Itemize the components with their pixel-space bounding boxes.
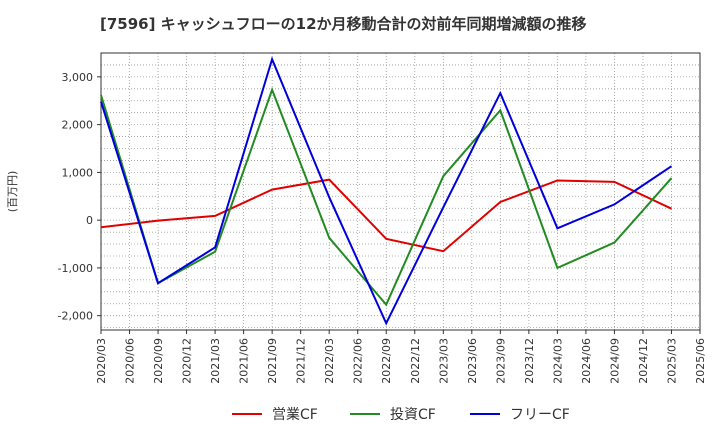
legend-label: 投資CF [390, 407, 436, 423]
y-tick-label: -2,000 [58, 310, 93, 323]
y-tick-label: 1,000 [62, 166, 94, 179]
x-tick-label: 2024/06 [580, 338, 593, 384]
x-tick-label: 2025/06 [694, 338, 707, 384]
x-tick-label: 2023/09 [494, 338, 507, 384]
plot-area-frame [100, 52, 701, 331]
x-tick-label: 2024/03 [551, 338, 564, 384]
x-tick-label: 2020/12 [181, 338, 194, 384]
x-tick-label: 2024/09 [608, 338, 621, 384]
x-tick-label: 2023/12 [523, 338, 536, 384]
y-tick-label: 3,000 [62, 71, 94, 84]
grid-lines [100, 52, 701, 330]
x-tick-label: 2025/03 [665, 338, 678, 384]
series-lines [100, 56, 673, 326]
legend-label: フリーCF [510, 407, 570, 423]
y-tick-label: 2,000 [62, 119, 94, 132]
legend-label: 営業CF [272, 407, 318, 423]
x-tick-label: 2021/12 [295, 338, 308, 384]
x-tick-label: 2022/09 [380, 338, 393, 384]
x-tick-label: 2020/09 [152, 338, 165, 384]
x-tick-label: 2021/06 [238, 338, 251, 384]
y-tick-label: -1,000 [58, 262, 93, 275]
y-tick-label: 0 [86, 214, 93, 227]
legend: 営業CF 投資CF フリーCF [232, 407, 570, 423]
y-axis-label: (百万円) [6, 171, 19, 213]
x-tick-label: 2023/03 [437, 338, 450, 384]
x-axis-ticks: 2020/03 2020/06 2020/09 2020/12 2021/03 2021/… [95, 330, 707, 384]
chart-title: [7596] キャッシュフローの12か月移動合計の対前年同期増減額の推移 [100, 15, 587, 33]
series-line [100, 56, 673, 326]
x-tick-label: 2023/06 [466, 338, 479, 384]
x-tick-label: 2024/12 [637, 338, 650, 384]
series-line [100, 86, 673, 307]
x-tick-label: 2022/06 [352, 338, 365, 384]
x-tick-label: 2020/03 [95, 338, 108, 384]
x-tick-label: 2020/06 [124, 338, 137, 384]
x-tick-label: 2022/03 [323, 338, 336, 384]
x-tick-label: 2021/03 [209, 338, 222, 384]
y-axis-ticks: -2,000 -1,000 0 1,000 2,000 3,000 [58, 71, 101, 323]
series-line [100, 178, 672, 253]
x-tick-label: 2021/09 [266, 338, 279, 384]
x-tick-label: 2022/12 [409, 338, 422, 384]
